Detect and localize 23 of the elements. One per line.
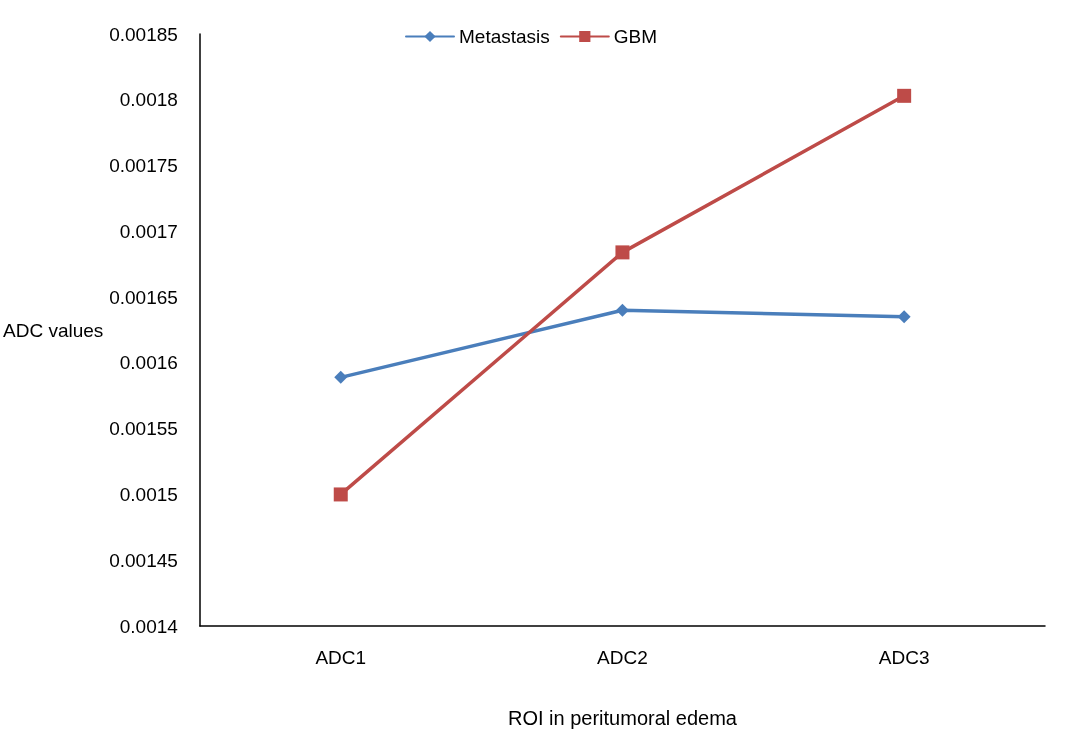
y-tick-label: 0.0018 (119, 89, 178, 111)
y-tick-label: 0.00185 (109, 23, 178, 45)
point (333, 487, 348, 502)
point (897, 88, 912, 103)
y-tick-label: 0.00145 (109, 549, 178, 571)
y-tick-label: 0.0015 (119, 483, 178, 505)
legend-label: Metastasis (459, 26, 550, 47)
y-tick-label: 0.0016 (119, 352, 178, 374)
y-tick-label: 0.00155 (109, 418, 178, 440)
y-tick-label: 0.00175 (109, 155, 178, 177)
x-axis-title: ROI in peritumoral edema (507, 707, 738, 729)
y-axis-title: ADC values (3, 319, 104, 341)
point (334, 370, 348, 384)
x-tick-label: ADC1 (315, 647, 367, 668)
y-tick-label: 0.00165 (109, 286, 178, 308)
legend-label: GBM (613, 26, 658, 47)
point (615, 245, 630, 260)
point (897, 310, 911, 324)
x-tick-label: ADC3 (878, 647, 930, 668)
x-tick-label: ADC2 (597, 647, 648, 668)
y-tick-label: 0.0017 (119, 220, 178, 242)
point (615, 303, 629, 317)
y-tick-label: 0.0014 (119, 615, 179, 637)
